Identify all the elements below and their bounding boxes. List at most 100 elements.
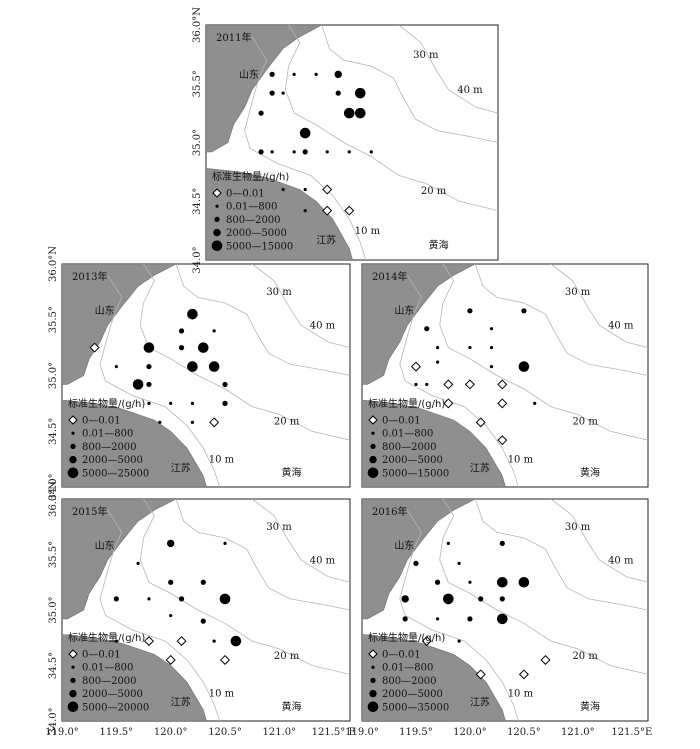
land-shandong bbox=[362, 499, 476, 620]
station-marker bbox=[314, 72, 318, 76]
land-shandong bbox=[206, 25, 322, 153]
station-marker bbox=[421, 636, 432, 647]
station-marker bbox=[521, 308, 527, 314]
isobath-10m bbox=[244, 36, 367, 260]
depth-label: 40 m bbox=[608, 555, 634, 566]
station-marker bbox=[489, 327, 494, 331]
station-marker bbox=[165, 654, 176, 665]
station-marker bbox=[435, 346, 440, 350]
lat-tick-label: 36.0°N bbox=[192, 7, 203, 43]
station-marker bbox=[478, 596, 484, 602]
legend-marker bbox=[215, 204, 219, 208]
station-marker bbox=[518, 361, 530, 372]
station-marker bbox=[401, 595, 409, 603]
year-label: 2014年 bbox=[372, 270, 407, 283]
station-marker bbox=[533, 401, 537, 405]
station-marker bbox=[334, 70, 342, 79]
station-marker bbox=[369, 150, 373, 154]
station-marker bbox=[518, 576, 530, 588]
station-marker bbox=[497, 576, 508, 588]
legend-marker bbox=[71, 431, 75, 435]
legend-label: 2000—5000 bbox=[382, 455, 443, 466]
year-label: 2013年 bbox=[72, 270, 107, 283]
station-marker bbox=[435, 617, 440, 621]
station-marker bbox=[166, 539, 175, 548]
station-marker bbox=[343, 107, 355, 119]
lon-tick-label: 119.5° bbox=[399, 727, 433, 738]
place-jiangsu: 江苏 bbox=[171, 461, 191, 474]
legend-marker bbox=[70, 443, 76, 449]
station-marker bbox=[303, 209, 307, 213]
lat-tick-label: 35.5° bbox=[48, 306, 59, 333]
legend-marker bbox=[370, 677, 376, 684]
station-marker bbox=[497, 398, 508, 409]
station-marker bbox=[209, 417, 220, 428]
station-marker bbox=[143, 636, 154, 647]
isobath-10m bbox=[99, 509, 220, 721]
station-marker bbox=[468, 580, 472, 584]
year-label: 2011年 bbox=[216, 31, 251, 44]
lon-tick-label: 120.0° bbox=[154, 727, 188, 738]
land-shandong bbox=[62, 499, 177, 620]
station-marker bbox=[190, 420, 195, 424]
station-marker bbox=[322, 205, 333, 216]
station-marker bbox=[344, 205, 355, 216]
lon-tick-label: 121.5° E bbox=[312, 727, 356, 738]
isobath-20m bbox=[139, 264, 350, 441]
legend-label: 0—0.01 bbox=[382, 416, 421, 427]
depth-label: 30 m bbox=[266, 522, 292, 533]
year-label: 2015年 bbox=[72, 505, 107, 518]
lon-tick-label: 121.5°E bbox=[611, 727, 652, 738]
station-marker bbox=[169, 401, 173, 405]
station-marker bbox=[187, 308, 198, 320]
isobath-10m bbox=[399, 509, 519, 721]
station-marker bbox=[518, 669, 529, 680]
station-marker bbox=[443, 398, 454, 409]
legend-label: 5000—35000 bbox=[382, 702, 449, 713]
station-marker bbox=[467, 308, 473, 314]
legend-marker bbox=[371, 665, 375, 669]
station-marker bbox=[220, 654, 231, 665]
isobath-30m bbox=[474, 264, 648, 376]
station-marker bbox=[258, 110, 264, 116]
place-yellow-sea: 黄海 bbox=[429, 238, 449, 251]
station-marker bbox=[114, 364, 118, 369]
lat-tick-label: 35.0° bbox=[48, 362, 59, 389]
lat-tick-label: 34.5° bbox=[48, 418, 59, 445]
isobath-30m bbox=[175, 499, 350, 611]
station-marker bbox=[136, 561, 140, 565]
place-yellow-sea: 黄海 bbox=[580, 700, 600, 713]
legend-label: 0.01—800 bbox=[382, 429, 433, 440]
legend-marker bbox=[69, 689, 77, 698]
station-marker bbox=[190, 401, 195, 405]
isobath-30m bbox=[175, 264, 350, 376]
station-marker bbox=[410, 361, 421, 372]
station-marker bbox=[468, 346, 472, 350]
station-marker bbox=[475, 669, 486, 680]
station-marker bbox=[269, 71, 275, 77]
station-marker bbox=[443, 379, 454, 390]
legend-marker bbox=[368, 649, 378, 659]
station-marker bbox=[292, 72, 296, 76]
lat-tick-label: 34.0° bbox=[48, 473, 59, 500]
legend-label: 0—0.01 bbox=[82, 416, 121, 427]
station-marker bbox=[413, 560, 419, 566]
legend-marker bbox=[371, 431, 375, 435]
station-marker bbox=[169, 613, 173, 618]
depth-label: 10 m bbox=[508, 454, 534, 465]
legend-label: 5000—20000 bbox=[82, 702, 149, 713]
station-marker bbox=[269, 90, 275, 96]
legend-marker bbox=[213, 228, 221, 237]
legend-marker bbox=[367, 701, 379, 713]
station-marker bbox=[212, 639, 216, 643]
depth-label: 10 m bbox=[209, 689, 235, 700]
lon-tick-label: 119.0° bbox=[45, 727, 79, 738]
legend-label: 2000—5000 bbox=[226, 228, 287, 239]
station-marker bbox=[200, 579, 206, 585]
station-marker bbox=[176, 636, 187, 647]
station-marker bbox=[446, 541, 450, 546]
station-marker bbox=[146, 363, 152, 370]
lon-tick-label: 120.5° bbox=[208, 727, 242, 738]
